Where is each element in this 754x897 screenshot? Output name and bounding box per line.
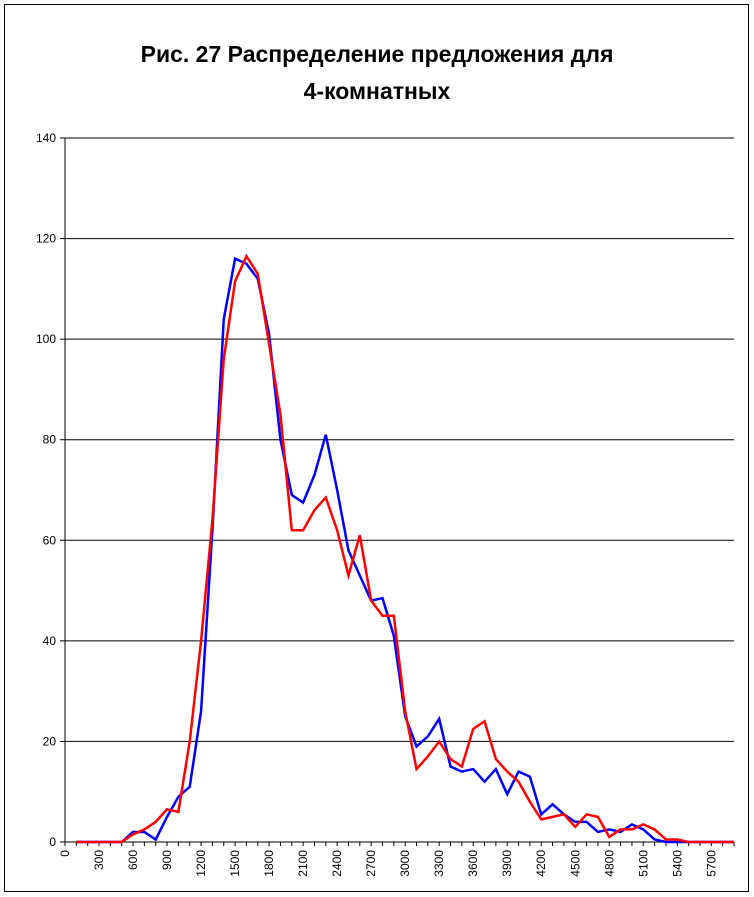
x-tick-label: 600 xyxy=(126,850,140,870)
x-tick-label: 1500 xyxy=(228,850,242,877)
x-tick-label: 5100 xyxy=(636,850,650,877)
x-tick-label: 3300 xyxy=(432,850,446,877)
y-tick-label: 40 xyxy=(43,634,57,648)
x-tick-label: 3600 xyxy=(466,850,480,877)
y-tick-label: 80 xyxy=(43,433,57,447)
x-tick-label: 4200 xyxy=(534,850,548,877)
x-tick-label: 5700 xyxy=(704,850,718,877)
grid-layer xyxy=(65,137,734,742)
y-tick-label: 0 xyxy=(49,835,56,849)
y-tick-label: 140 xyxy=(36,131,56,145)
chart-title-line-2: 4-комнатных xyxy=(303,78,451,104)
axes-layer xyxy=(60,137,735,846)
y-tick-label: 20 xyxy=(43,734,57,748)
chart-title-line-1: Рис. 27 Распределение предложения для xyxy=(140,41,614,67)
y-tick-label: 100 xyxy=(36,332,56,346)
series-layer xyxy=(76,253,734,844)
x-tick-label: 2100 xyxy=(296,850,310,877)
x-tick-label: 3000 xyxy=(398,850,412,877)
x-tick-label: 4800 xyxy=(602,850,616,877)
x-tick-label: 4500 xyxy=(568,850,582,877)
x-tick-label: 3900 xyxy=(500,850,514,877)
x-tick-label: 0 xyxy=(58,850,72,857)
x-tick-label: 300 xyxy=(92,850,106,870)
y-tick-label: 60 xyxy=(43,533,57,547)
x-tick-label: 2700 xyxy=(364,850,378,877)
series-line-1 xyxy=(76,256,734,844)
chart-frame xyxy=(4,4,749,892)
x-tick-label: 1800 xyxy=(262,850,276,877)
x-tick-label: 2400 xyxy=(330,850,344,877)
chart-title: Рис. 27 Распределение предложения для 4-… xyxy=(0,36,754,110)
x-tick-label: 900 xyxy=(160,850,174,870)
series-line-2 xyxy=(76,253,734,844)
y-tick-label: 120 xyxy=(36,232,56,246)
labels-layer: 0 20 40 60 80 100 120 140 0 300 600 900 1200 1500 1800… xyxy=(36,131,718,877)
x-tick-label: 5400 xyxy=(670,850,684,877)
x-tick-label: 1200 xyxy=(194,850,208,877)
